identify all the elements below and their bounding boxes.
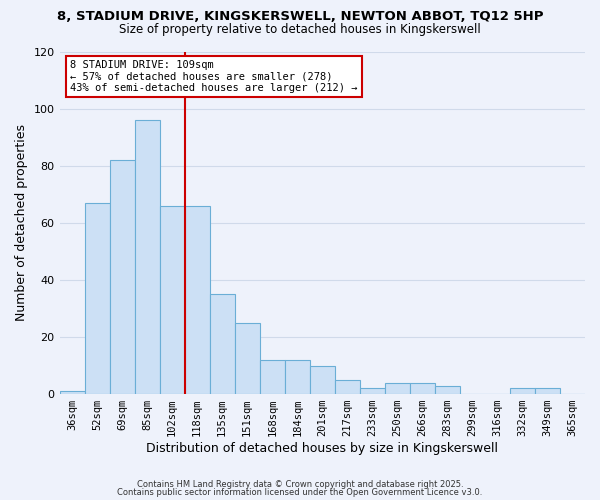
Bar xyxy=(110,160,134,394)
Bar xyxy=(310,366,335,394)
Bar xyxy=(535,388,560,394)
Text: Contains public sector information licensed under the Open Government Licence v3: Contains public sector information licen… xyxy=(118,488,482,497)
Y-axis label: Number of detached properties: Number of detached properties xyxy=(15,124,28,322)
Text: Contains HM Land Registry data © Crown copyright and database right 2025.: Contains HM Land Registry data © Crown c… xyxy=(137,480,463,489)
X-axis label: Distribution of detached houses by size in Kingskerswell: Distribution of detached houses by size … xyxy=(146,442,498,455)
Text: 8, STADIUM DRIVE, KINGSKERSWELL, NEWTON ABBOT, TQ12 5HP: 8, STADIUM DRIVE, KINGSKERSWELL, NEWTON … xyxy=(57,10,543,23)
Bar xyxy=(260,360,285,394)
Bar xyxy=(360,388,385,394)
Bar xyxy=(385,382,410,394)
Text: 8 STADIUM DRIVE: 109sqm
← 57% of detached houses are smaller (278)
43% of semi-d: 8 STADIUM DRIVE: 109sqm ← 57% of detache… xyxy=(70,60,358,94)
Bar xyxy=(435,386,460,394)
Bar xyxy=(285,360,310,394)
Bar xyxy=(134,120,160,394)
Bar xyxy=(85,203,110,394)
Bar xyxy=(185,206,209,394)
Bar xyxy=(235,322,260,394)
Bar xyxy=(160,206,185,394)
Text: Size of property relative to detached houses in Kingskerswell: Size of property relative to detached ho… xyxy=(119,22,481,36)
Bar xyxy=(59,391,85,394)
Bar xyxy=(335,380,360,394)
Bar xyxy=(410,382,435,394)
Bar xyxy=(510,388,535,394)
Bar xyxy=(209,294,235,394)
